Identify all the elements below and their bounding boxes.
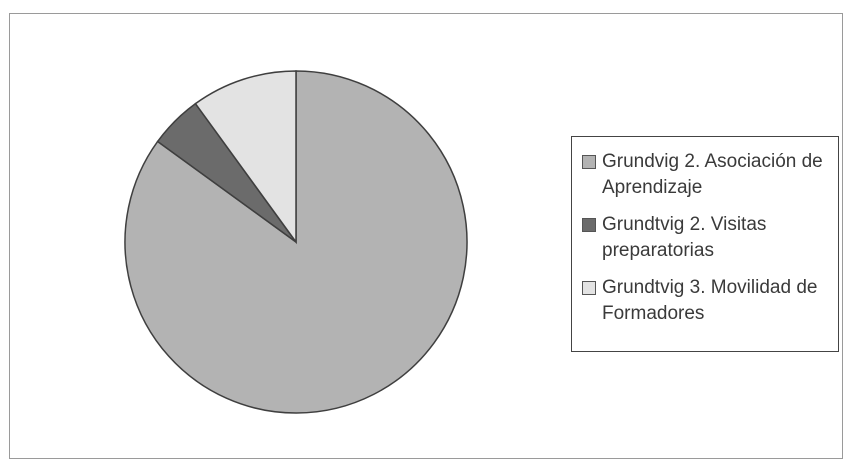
legend-swatch bbox=[582, 218, 596, 232]
pie-slices bbox=[124, 70, 468, 414]
legend-label: Grundvig 2. Asociación de Aprendizaje bbox=[602, 151, 823, 198]
legend-item: Grundtvig 2. Visitas preparatorias bbox=[580, 212, 830, 264]
legend-item: Grundvig 2. Asociación de Aprendizaje bbox=[580, 149, 830, 201]
legend: Grundvig 2. Asociación de Aprendizaje Gr… bbox=[571, 136, 839, 352]
legend-label: Grundtvig 2. Visitas preparatorias bbox=[602, 214, 767, 261]
pie-slice bbox=[124, 70, 468, 414]
pie-slice bbox=[194, 70, 297, 245]
legend-swatch bbox=[582, 155, 596, 169]
legend-label: Grundtvig 3. Movilidad de Formadores bbox=[602, 277, 818, 324]
legend-swatch bbox=[582, 281, 596, 295]
legend-item: Grundtvig 3. Movilidad de Formadores bbox=[580, 275, 830, 327]
